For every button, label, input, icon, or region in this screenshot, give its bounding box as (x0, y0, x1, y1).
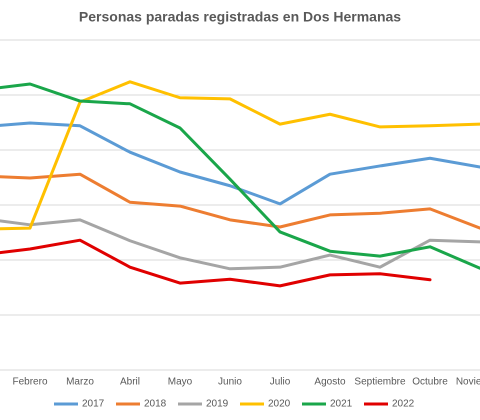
x-tick-label: Junio (218, 377, 242, 388)
chart-title: Personas paradas registradas en Dos Herm… (79, 9, 401, 25)
x-tick-label: Noviembre (456, 377, 480, 388)
legend-label: 2018 (144, 399, 167, 410)
x-tick-label: Febrero (12, 377, 47, 388)
series-line (0, 82, 480, 270)
x-tick-label: Abril (120, 377, 140, 388)
series-line (0, 80, 480, 231)
legend-label: 2017 (82, 399, 105, 410)
legend-label: 2022 (392, 399, 415, 410)
series-line (0, 172, 480, 230)
x-tick-label: Marzo (66, 377, 94, 388)
legend-label: 2020 (268, 399, 291, 410)
x-tick-label: Octubre (412, 377, 448, 388)
legend-label: 2021 (330, 399, 353, 410)
x-tick-label: Mayo (168, 377, 193, 388)
x-tick-label: Agosto (314, 377, 346, 388)
x-tick-label: Julio (270, 377, 291, 388)
series-line (0, 121, 480, 206)
series-line (0, 238, 432, 288)
x-tick-label: Septiembre (354, 377, 406, 388)
series-line (0, 218, 480, 271)
legend-label: 2019 (206, 399, 229, 410)
